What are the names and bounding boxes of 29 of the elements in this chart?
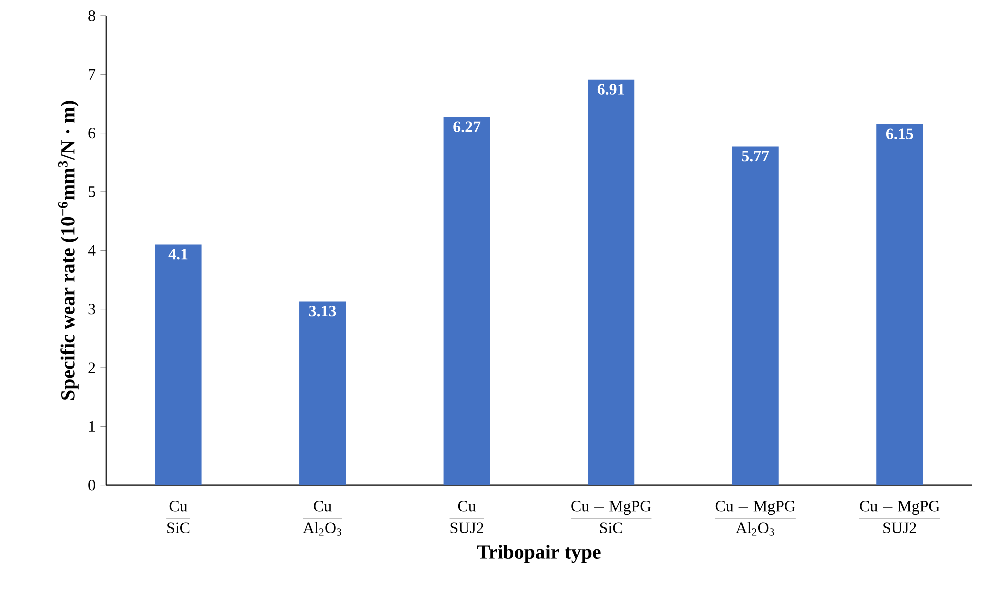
x-tick-label: $\frac{\mathrm{Cu}}{\mathrm{SUJ2}}$ (450, 500, 484, 534)
x-axis-title: Tribopair type (477, 544, 601, 563)
bar (732, 146, 779, 486)
y-tick-label: 3 (88, 304, 96, 314)
x-tick-label: $\frac{\mathrm{Cu}}{\mathrm{SiC}}$ (166, 500, 190, 534)
data-label: 6.15 (886, 128, 914, 140)
x-tick-label: $\frac{\mathrm{Cu-MgPG}}{\mathrm{Al_2O_3}}$ (715, 500, 796, 536)
bar (444, 117, 490, 486)
bar (300, 302, 346, 486)
data-label: 4.1 (168, 248, 188, 260)
y-tick-label: 1 (89, 421, 96, 432)
y-tick-label: 4 (88, 245, 96, 256)
y-tick-label: 5 (88, 186, 96, 198)
data-label: 3.13 (309, 306, 336, 317)
bar (155, 244, 202, 486)
data-label: 6.27 (454, 122, 481, 132)
x-tick-label: $\frac{\mathrm{Cu}}{\mathrm{Al_2O_3}}$ (303, 500, 343, 536)
data-label: 6.91 (598, 84, 624, 95)
y-tick-label: 6 (88, 128, 96, 138)
y-tick-label: 8 (88, 10, 96, 22)
y-axis-title: Specific wear rate (10$^{−6}$mm$^{3}$/N · m) (58, 101, 79, 400)
x-tick-label: $\frac{\mathrm{Cu-MgPG}}{\mathrm{SiC}}$ (570, 500, 652, 534)
y-tick-label: 0 (88, 480, 96, 491)
data-label: 5.77 (742, 150, 770, 162)
y-tick-label: 7 (89, 69, 96, 80)
bar (876, 124, 924, 486)
bar (588, 80, 635, 486)
y-tick-label: 2 (88, 362, 96, 374)
x-tick-label: $\frac{\mathrm{Cu-MgPG}}{\mathrm{SUJ2}}$ (860, 500, 940, 534)
